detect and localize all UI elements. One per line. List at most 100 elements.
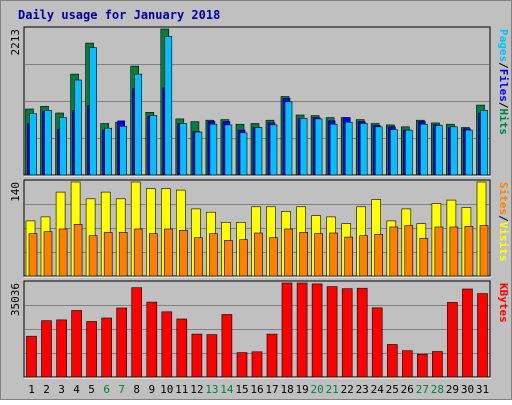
bar-pages-day-4: [74, 79, 82, 176]
x-tick-label-day-12: 12: [190, 383, 203, 396]
chart-title: Daily usage for January 2018: [18, 8, 220, 22]
bar-kbytes-day-20: [311, 283, 323, 378]
bar-pages-day-7: [119, 125, 127, 176]
x-axis-day-labels: 1 2 3 4 5 6 7 8 9 10 11 12 13 14 15 16 17 18 19 20 21 22 23 24 2…: [28, 383, 489, 396]
panel-middle-ymax-label: 140: [9, 182, 22, 202]
bar-pages-day-30: [465, 129, 473, 176]
bar-sites-day-28: [434, 226, 444, 277]
bar-sites-day-17: [269, 237, 278, 277]
bar-kbytes-day-22: [341, 288, 353, 378]
bar-pages-day-27: [419, 123, 428, 176]
bar-sites-day-16: [254, 232, 263, 277]
bar-kbytes-day-13: [206, 334, 218, 378]
bar-kbytes-day-10: [161, 311, 173, 378]
x-tick-label-day-13: 13: [205, 383, 218, 396]
bar-sites-day-6: [103, 232, 113, 277]
bar-kbytes-day-17: [266, 333, 278, 378]
bar-kbytes-day-16: [251, 351, 263, 378]
x-tick-label-day-5: 5: [88, 383, 95, 396]
bar-sites-day-22: [344, 236, 354, 277]
x-tick-label-day-21: 21: [326, 383, 339, 396]
bar-pages-day-1: [29, 113, 37, 176]
bar-pages-day-17: [269, 124, 278, 176]
x-tick-label-day-7: 7: [118, 383, 125, 396]
bar-kbytes-day-29: [447, 302, 458, 378]
bar-pages-day-26: [404, 129, 413, 176]
panel-top-ymax-label: 2213: [9, 29, 22, 56]
x-tick-label-day-23: 23: [356, 383, 369, 396]
bar-kbytes-day-27: [416, 353, 428, 378]
x-tick-label-day-17: 17: [265, 383, 278, 396]
bar-pages-day-3: [59, 117, 67, 176]
x-tick-label-day-2: 2: [43, 383, 50, 396]
bar-kbytes-day-25: [386, 344, 398, 378]
bar-pages-day-24: [374, 126, 383, 176]
bar-pages-day-22: [344, 121, 353, 176]
bar-kbytes-day-30: [462, 288, 473, 378]
x-tick-label-day-6: 6: [103, 383, 110, 396]
bar-kbytes-day-31: [477, 293, 488, 378]
bar-pages-day-16: [254, 127, 263, 176]
bar-kbytes-day-21: [326, 286, 338, 378]
bar-pages-day-18: [284, 101, 293, 176]
bar-sites-day-3: [58, 228, 68, 277]
x-tick-label-day-20: 20: [310, 383, 323, 396]
bar-kbytes-day-23: [356, 287, 368, 378]
x-tick-label-day-11: 11: [175, 383, 188, 396]
panel-middle-legend: Sites/Visits: [497, 182, 510, 262]
bar-sites-day-24: [374, 234, 384, 277]
bar-sites-day-12: [194, 237, 203, 277]
bar-kbytes-day-28: [432, 351, 443, 378]
x-tick-label-day-16: 16: [250, 383, 263, 396]
x-tick-label-day-9: 9: [148, 383, 155, 396]
bar-pages-day-12: [194, 131, 203, 176]
x-tick-label-day-24: 24: [371, 383, 385, 396]
bar-pages-day-10: [164, 36, 173, 176]
bar-sites-day-20: [314, 233, 323, 277]
x-tick-label-day-4: 4: [73, 383, 80, 396]
x-tick-label-day-26: 26: [401, 383, 414, 396]
bar-kbytes-day-12: [191, 333, 203, 378]
legend-hits: Hits: [497, 109, 510, 136]
bar-sites-day-27: [419, 238, 429, 277]
legend-pages: Pages: [497, 29, 510, 62]
x-tick-label-day-25: 25: [386, 383, 399, 396]
bar-pages-day-5: [89, 47, 97, 176]
x-tick-label-day-15: 15: [235, 383, 248, 396]
x-tick-label-day-18: 18: [280, 383, 293, 396]
bar-sites-day-31: [479, 225, 489, 277]
panel-bottom-ymax-label: 35036: [9, 283, 22, 316]
x-tick-label-day-30: 30: [461, 383, 474, 396]
panel-bottom-legend: KBytes: [497, 283, 510, 323]
bar-pages-day-13: [209, 123, 218, 176]
legend-separator: /: [497, 62, 510, 69]
bar-pages-day-6: [104, 127, 112, 176]
bar-kbytes-day-4: [71, 310, 82, 378]
bar-kbytes-day-6: [101, 317, 112, 378]
bar-sites-day-9: [149, 233, 158, 277]
bar-kbytes-day-14: [221, 314, 233, 378]
bar-sites-day-10: [164, 228, 173, 277]
x-tick-label-day-28: 28: [431, 383, 444, 396]
panel-top: 2213 Pages/Files/Hits: [9, 26, 510, 177]
bar-sites-day-11: [179, 230, 188, 277]
bar-kbytes-day-1: [26, 335, 37, 378]
bar-sites-day-1: [28, 233, 38, 277]
legend-kbytes: KBytes: [497, 283, 510, 323]
bar-pages-day-9: [149, 115, 158, 176]
x-tick-label-day-3: 3: [58, 383, 65, 396]
bar-kbytes-day-8: [131, 287, 142, 378]
bar-pages-day-14: [224, 124, 233, 176]
bar-pages-day-19: [299, 118, 308, 176]
x-tick-label-day-1: 1: [28, 383, 35, 396]
bar-pages-day-25: [389, 129, 398, 176]
x-tick-label-day-10: 10: [160, 383, 173, 396]
bar-kbytes-day-3: [56, 319, 67, 378]
bar-kbytes-day-9: [146, 301, 158, 378]
bar-pages-day-29: [450, 126, 458, 176]
bar-kbytes-day-24: [371, 307, 383, 378]
bar-sites-day-7: [118, 232, 128, 277]
bar-kbytes-day-11: [176, 318, 188, 378]
x-tick-label-day-22: 22: [341, 383, 354, 396]
